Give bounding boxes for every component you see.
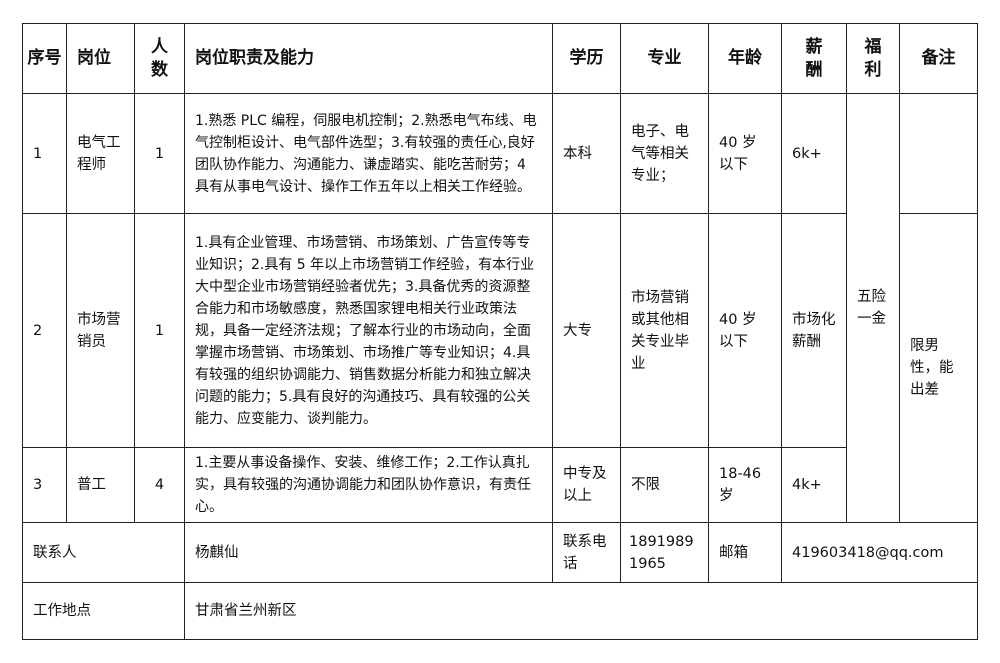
row-education: 大专 — [552, 213, 621, 448]
row-duties: 1.具有企业管理、市场营销、市场策划、广告宣传等专业知识；2.具有 5 年以上市… — [184, 213, 553, 448]
row-count: 1 — [134, 93, 185, 214]
header-benefits: 福利 — [846, 23, 900, 94]
location-label: 工作地点 — [22, 582, 185, 640]
table-row: 2 市场营销员 1 1.具有企业管理、市场营销、市场策划、广告宣传等专业知识；2… — [22, 213, 978, 523]
row-no: 1 — [22, 93, 67, 214]
row-age: 18-46 岁 — [708, 447, 782, 523]
contact-label: 联系人 — [22, 522, 185, 583]
header-no: 序号 — [22, 23, 67, 94]
row-no: 2 — [22, 213, 67, 448]
row-position: 市场营销员 — [66, 213, 135, 448]
benefits-cell: 五险一金 — [846, 93, 900, 523]
row-age: 40 岁以下 — [708, 213, 782, 448]
header-salary: 薪酬 — [781, 23, 847, 94]
row-duties: 1.熟悉 PLC 编程，伺服电机控制；2.熟悉电气布线、电气控制柜设计、电气部件… — [184, 93, 553, 214]
header-remark: 备注 — [899, 23, 978, 94]
row-remark: 限男性，能出差 — [899, 213, 978, 523]
phone-value: 18919891965 — [620, 522, 709, 583]
row-education: 本科 — [552, 93, 621, 214]
header-duties: 岗位职责及能力 — [184, 23, 553, 94]
row-position: 电气工程师 — [66, 93, 135, 214]
phone-label: 联系电话 — [552, 522, 621, 583]
row-count: 1 — [134, 213, 185, 448]
header-major: 专业 — [620, 23, 709, 94]
location-value: 甘肃省兰州新区 — [184, 582, 978, 640]
row-salary: 6k+ — [781, 93, 847, 214]
header-count: 人数 — [134, 23, 185, 94]
recruitment-table: 序号 岗位 人数 岗位职责及能力 学历 专业 年龄 薪酬 福利 备注 1 电气工… — [22, 23, 978, 640]
row-position: 普工 — [66, 447, 135, 523]
row-count: 4 — [134, 447, 185, 523]
location-row: 工作地点 甘肃省兰州新区 — [22, 582, 978, 640]
row-major: 电子、电气等相关专业； — [620, 93, 709, 214]
email-label: 邮箱 — [708, 522, 782, 583]
table-row: 1 电气工程师 1 1.熟悉 PLC 编程，伺服电机控制；2.熟悉电气布线、电气… — [22, 93, 978, 523]
email-value: 419603418@qq.com — [781, 522, 978, 583]
contact-name: 杨麒仙 — [184, 522, 553, 583]
header-position: 岗位 — [66, 23, 135, 94]
row-remark-empty — [899, 93, 978, 214]
row-major: 市场营销或其他相关专业毕业 — [620, 213, 709, 448]
row-duties: 1.主要从事设备操作、安装、维修工作；2.工作认真扎实，具有较强的沟通协调能力和… — [184, 447, 553, 523]
row-education: 中专及以上 — [552, 447, 621, 523]
row-major: 不限 — [620, 447, 709, 523]
row-salary: 市场化薪酬 — [781, 213, 847, 448]
header-education: 学历 — [552, 23, 621, 94]
row-age: 40 岁以下 — [708, 93, 782, 214]
header-age: 年龄 — [708, 23, 782, 94]
row-no: 3 — [22, 447, 67, 523]
row-salary: 4k+ — [781, 447, 847, 523]
table-row: 3 普工 4 1.主要从事设备操作、安装、维修工作；2.工作认真扎实，具有较强的… — [22, 447, 978, 523]
contact-row: 联系人 杨麒仙 联系电话 18919891965 邮箱 419603418@qq… — [22, 522, 978, 583]
